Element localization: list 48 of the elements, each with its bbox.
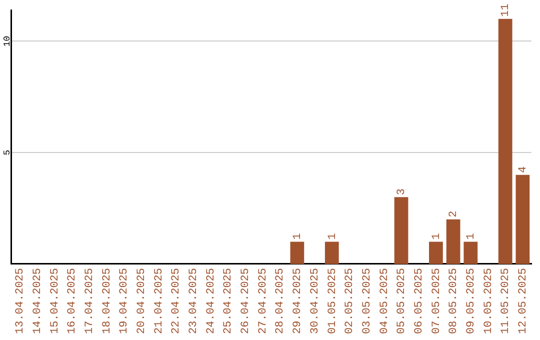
x-tick-label: 20.04.2025	[136, 268, 148, 334]
x-tick-label: 07.05.2025	[430, 268, 443, 334]
x-tick-label: 27.04.2025	[257, 268, 270, 334]
x-tick-label: 28.04.2025	[274, 268, 287, 334]
bar	[464, 242, 478, 264]
data-label: 11	[500, 3, 512, 17]
x-tick-label: 04.05.2025	[378, 268, 391, 334]
bar	[290, 242, 304, 264]
x-tick-label: 03.05.2025	[361, 268, 374, 334]
data-label: 1	[466, 232, 478, 240]
x-tick-label: 17.04.2025	[84, 268, 96, 334]
x-tick-label: 15.04.2025	[49, 268, 62, 334]
bar	[324, 242, 339, 264]
x-tick-label: 22.04.2025	[170, 268, 183, 334]
data-label: 3	[396, 188, 408, 196]
x-tick-label: 01.05.2025	[326, 268, 339, 334]
x-tick-label: 23.04.2025	[188, 268, 200, 334]
data-label: 4	[518, 166, 530, 173]
x-tick-label: 26.04.2025	[240, 268, 252, 334]
x-tick-label: 08.05.2025	[448, 268, 460, 334]
data-label: 1	[326, 232, 339, 240]
x-tick-label: 24.04.2025	[205, 268, 218, 334]
x-tick-label: 19.04.2025	[118, 268, 131, 334]
x-tick-label: 18.04.2025	[101, 268, 114, 334]
x-tick-label: 29.04.2025	[292, 268, 304, 334]
bar	[498, 18, 512, 264]
x-tick-label: 06.05.2025	[414, 268, 426, 334]
y-tick-label: 10	[2, 36, 12, 47]
x-tick-label: 10.05.2025	[482, 268, 495, 334]
x-tick-label: 13.04.2025	[14, 268, 27, 334]
x-tick-label: 09.05.2025	[466, 268, 478, 334]
bar	[394, 197, 408, 264]
bar	[516, 174, 530, 264]
x-tick-label: 25.04.2025	[222, 268, 235, 334]
x-tick-label: 05.05.2025	[396, 268, 408, 334]
data-label: 1	[292, 232, 304, 240]
x-tick-label: 21.04.2025	[153, 268, 166, 334]
x-tick-label: 30.04.2025	[309, 268, 322, 334]
x-tick-label: 16.04.2025	[66, 268, 79, 334]
x-tick-label: 11.05.2025	[500, 268, 512, 334]
data-label: 2	[448, 210, 460, 218]
x-tick-label: 14.04.2025	[32, 268, 44, 334]
y-tick-label: 5	[2, 150, 12, 156]
x-tick-label: 12.05.2025	[518, 268, 530, 334]
bar	[429, 242, 443, 264]
data-label: 1	[430, 232, 443, 240]
x-tick-label: 02.05.2025	[344, 268, 356, 334]
bar	[446, 219, 460, 264]
